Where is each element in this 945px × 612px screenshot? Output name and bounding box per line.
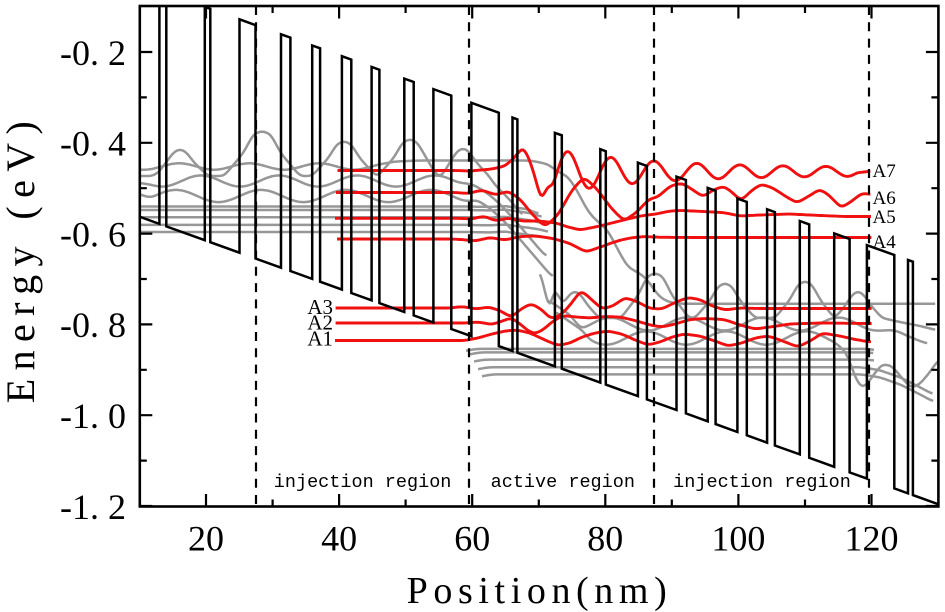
svg-text:injection region: injection region bbox=[274, 472, 452, 493]
svg-text:40: 40 bbox=[321, 519, 357, 559]
svg-text:-0. 4: -0. 4 bbox=[60, 124, 126, 164]
svg-text:Position(nm): Position(nm) bbox=[407, 570, 673, 612]
svg-text:-0. 8: -0. 8 bbox=[60, 305, 126, 345]
svg-text:A6: A6 bbox=[873, 188, 896, 209]
svg-text:-0. 2: -0. 2 bbox=[60, 33, 126, 73]
svg-text:injection region: injection region bbox=[673, 472, 851, 493]
svg-text:A7: A7 bbox=[873, 161, 896, 182]
svg-text:-1. 0: -1. 0 bbox=[60, 396, 126, 436]
svg-text:active region: active region bbox=[491, 472, 635, 493]
svg-text:20: 20 bbox=[188, 519, 224, 559]
svg-text:-0. 6: -0. 6 bbox=[60, 214, 126, 254]
svg-text:A4: A4 bbox=[873, 232, 897, 253]
svg-text:A1: A1 bbox=[307, 327, 333, 351]
svg-text:80: 80 bbox=[587, 519, 623, 559]
svg-text:60: 60 bbox=[454, 519, 490, 559]
svg-text:Energy (eV): Energy (eV) bbox=[0, 113, 43, 403]
svg-text:100: 100 bbox=[711, 519, 765, 559]
svg-text:A3: A3 bbox=[307, 295, 333, 319]
svg-text:-1. 2: -1. 2 bbox=[60, 487, 126, 527]
svg-text:A2: A2 bbox=[307, 311, 333, 335]
svg-text:A5: A5 bbox=[873, 207, 896, 228]
svg-text:120: 120 bbox=[845, 519, 899, 559]
